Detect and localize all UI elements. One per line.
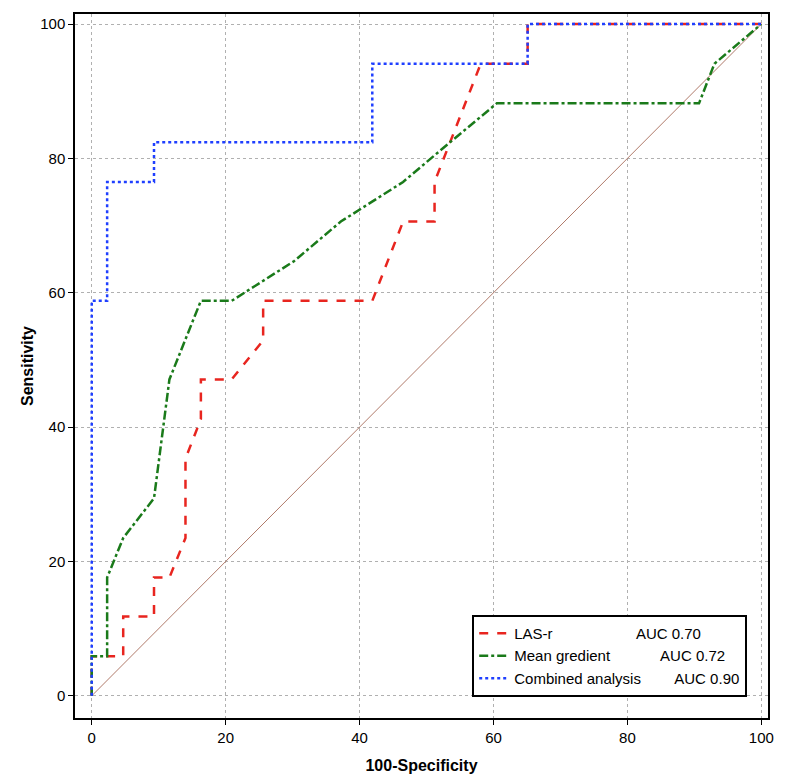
svg-text:LAS-r AUC 0: LAS-r AUC 0.70 xyxy=(514,625,701,642)
svg-text:100: 100 xyxy=(40,15,65,32)
svg-text:60: 60 xyxy=(485,729,502,746)
svg-text:100-Specificity: 100-Specificity xyxy=(365,757,477,774)
svg-text:20: 20 xyxy=(217,729,234,746)
svg-text:80: 80 xyxy=(49,150,66,167)
svg-text:100: 100 xyxy=(749,729,774,746)
svg-text:60: 60 xyxy=(49,284,66,301)
svg-text:Combined analysis AUC 0: Combined analysis AUC 0.90 xyxy=(514,670,739,687)
svg-text:0: 0 xyxy=(57,687,65,704)
svg-text:Mean gredient AUC 0: Mean gredient AUC 0.72 xyxy=(514,647,725,664)
svg-text:0: 0 xyxy=(88,729,96,746)
svg-text:20: 20 xyxy=(49,553,66,570)
svg-text:80: 80 xyxy=(619,729,636,746)
svg-text:40: 40 xyxy=(49,418,66,435)
svg-text:Sensitivity: Sensitivity xyxy=(19,326,36,406)
svg-text:40: 40 xyxy=(351,729,368,746)
